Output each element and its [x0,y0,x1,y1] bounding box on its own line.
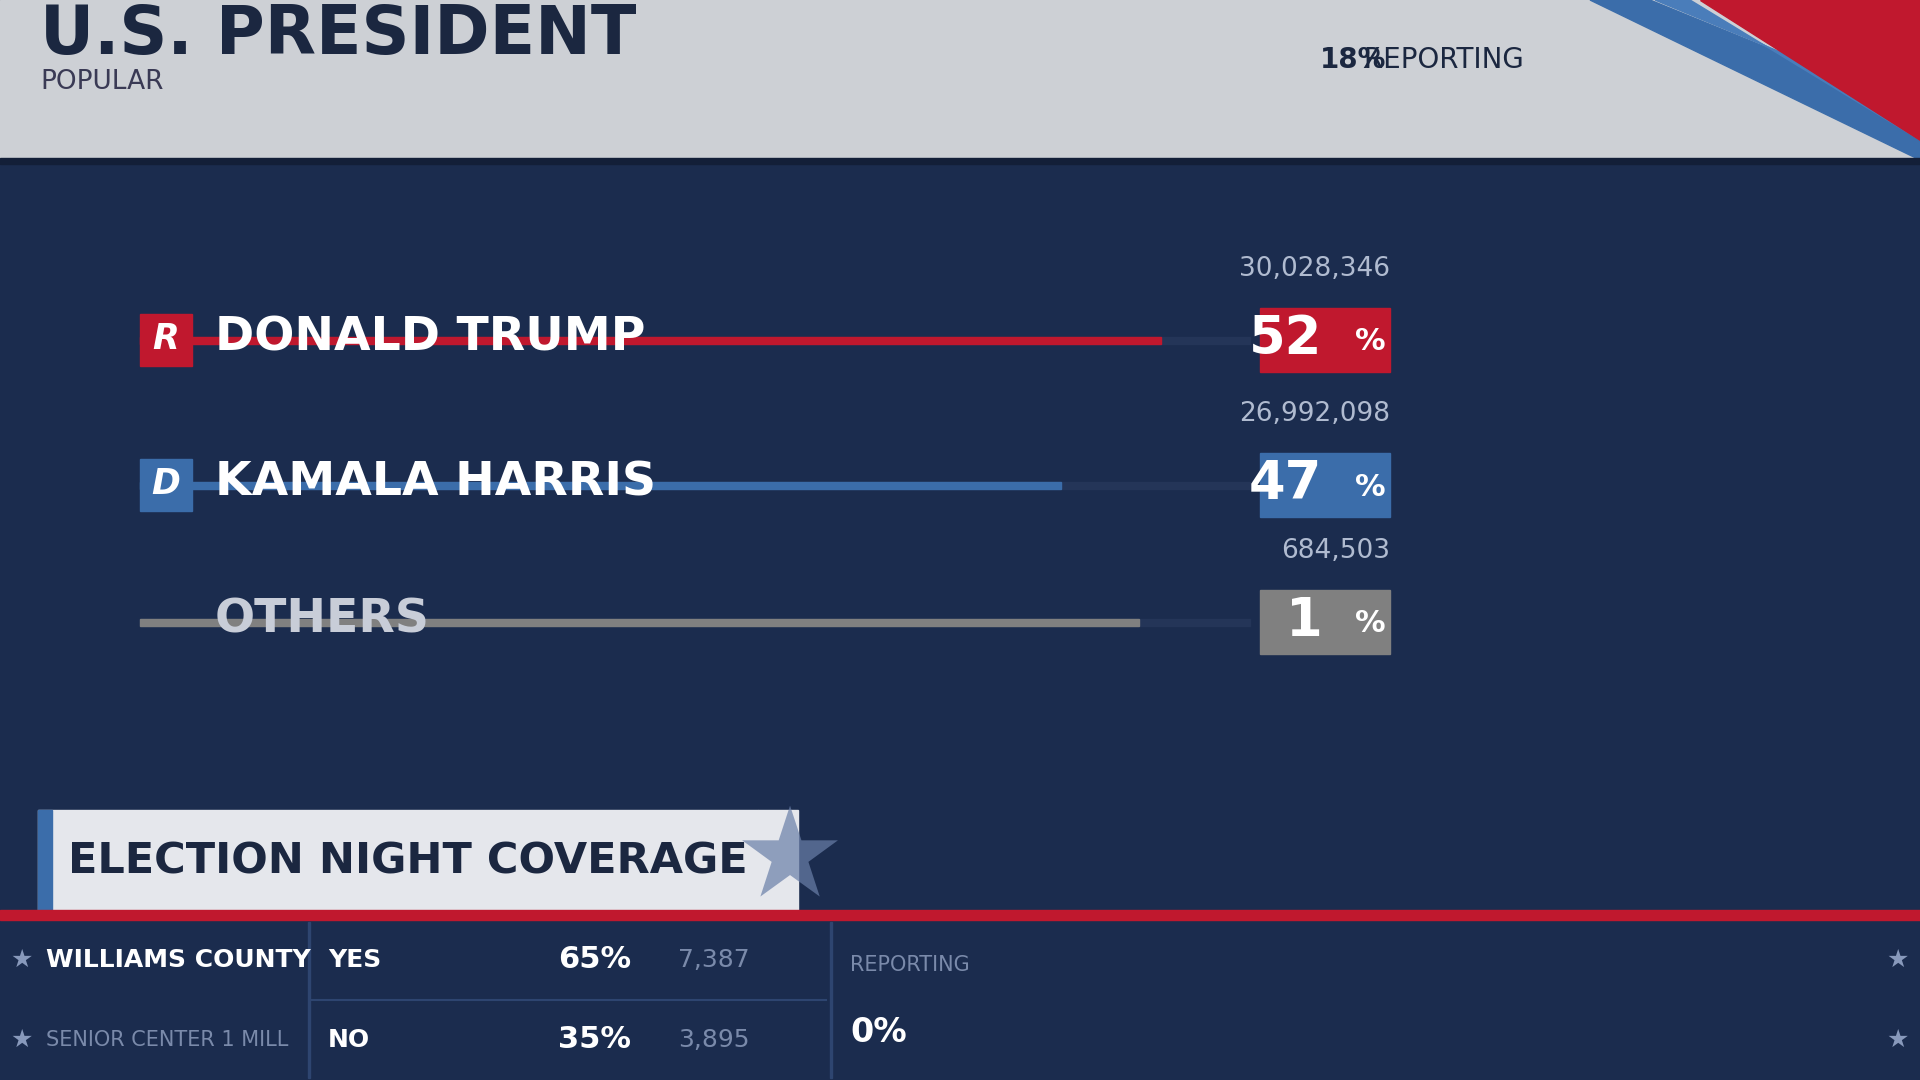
Text: ★: ★ [733,800,847,921]
Text: %: % [1356,327,1386,356]
Text: %: % [1356,473,1386,501]
Bar [0,910,1920,920]
Text: D: D [152,467,180,501]
Bar [140,337,1162,343]
Text: 52: 52 [1250,313,1323,365]
Polygon shape [1655,0,1920,140]
Polygon shape [1699,0,1920,140]
Text: 0%: 0% [851,1015,906,1049]
Bar [140,459,192,511]
Text: 684,503: 684,503 [1281,538,1390,564]
Bar [0,0,1920,160]
Bar [140,482,1250,488]
Text: 35%: 35% [559,1026,632,1054]
Bar [140,314,192,366]
Text: 1: 1 [1286,595,1323,647]
Bar [829,922,831,1078]
Text: 65%: 65% [559,945,632,974]
Bar [140,482,1062,488]
Polygon shape [758,810,799,912]
Bar [38,810,52,912]
Text: 3,895: 3,895 [678,1028,749,1052]
Text: YES: YES [328,948,382,972]
Bar [307,922,309,1078]
Text: ★: ★ [12,1028,33,1052]
Text: ★: ★ [12,948,33,972]
Text: 7,387: 7,387 [678,948,749,972]
Text: 18%: 18% [1321,46,1386,75]
Bar [1260,590,1390,654]
Text: 30,028,346: 30,028,346 [1238,256,1390,282]
Bar [140,337,1250,343]
Text: SENIOR CENTER 1 MILL: SENIOR CENTER 1 MILL [46,1030,288,1050]
Text: 26,992,098: 26,992,098 [1238,401,1390,427]
Bar [1260,453,1390,517]
Text: 47: 47 [1250,458,1323,510]
Text: R: R [152,322,179,356]
Text: ★: ★ [1887,948,1908,972]
Polygon shape [1590,0,1920,160]
Text: NO: NO [328,1028,371,1052]
Bar [1260,308,1390,372]
Bar [140,619,1250,625]
Text: KAMALA HARRIS: KAMALA HARRIS [215,460,657,505]
Text: POPULAR: POPULAR [40,69,163,95]
Bar [140,619,1139,625]
Bar [38,810,758,912]
Text: OTHERS: OTHERS [215,597,430,643]
Text: ★: ★ [1887,1028,1908,1052]
Text: REPORTING: REPORTING [851,955,970,975]
Text: WILLIAMS COUNTY: WILLIAMS COUNTY [46,948,311,972]
Text: U.S. PRESIDENT: U.S. PRESIDENT [40,2,636,68]
Bar [0,920,1920,1080]
Text: REPORTING: REPORTING [1356,46,1524,75]
Text: DONALD TRUMP: DONALD TRUMP [215,315,645,361]
Bar [0,158,1920,164]
Text: ELECTION NIGHT COVERAGE: ELECTION NIGHT COVERAGE [67,840,747,882]
Text: %: % [1356,609,1386,638]
